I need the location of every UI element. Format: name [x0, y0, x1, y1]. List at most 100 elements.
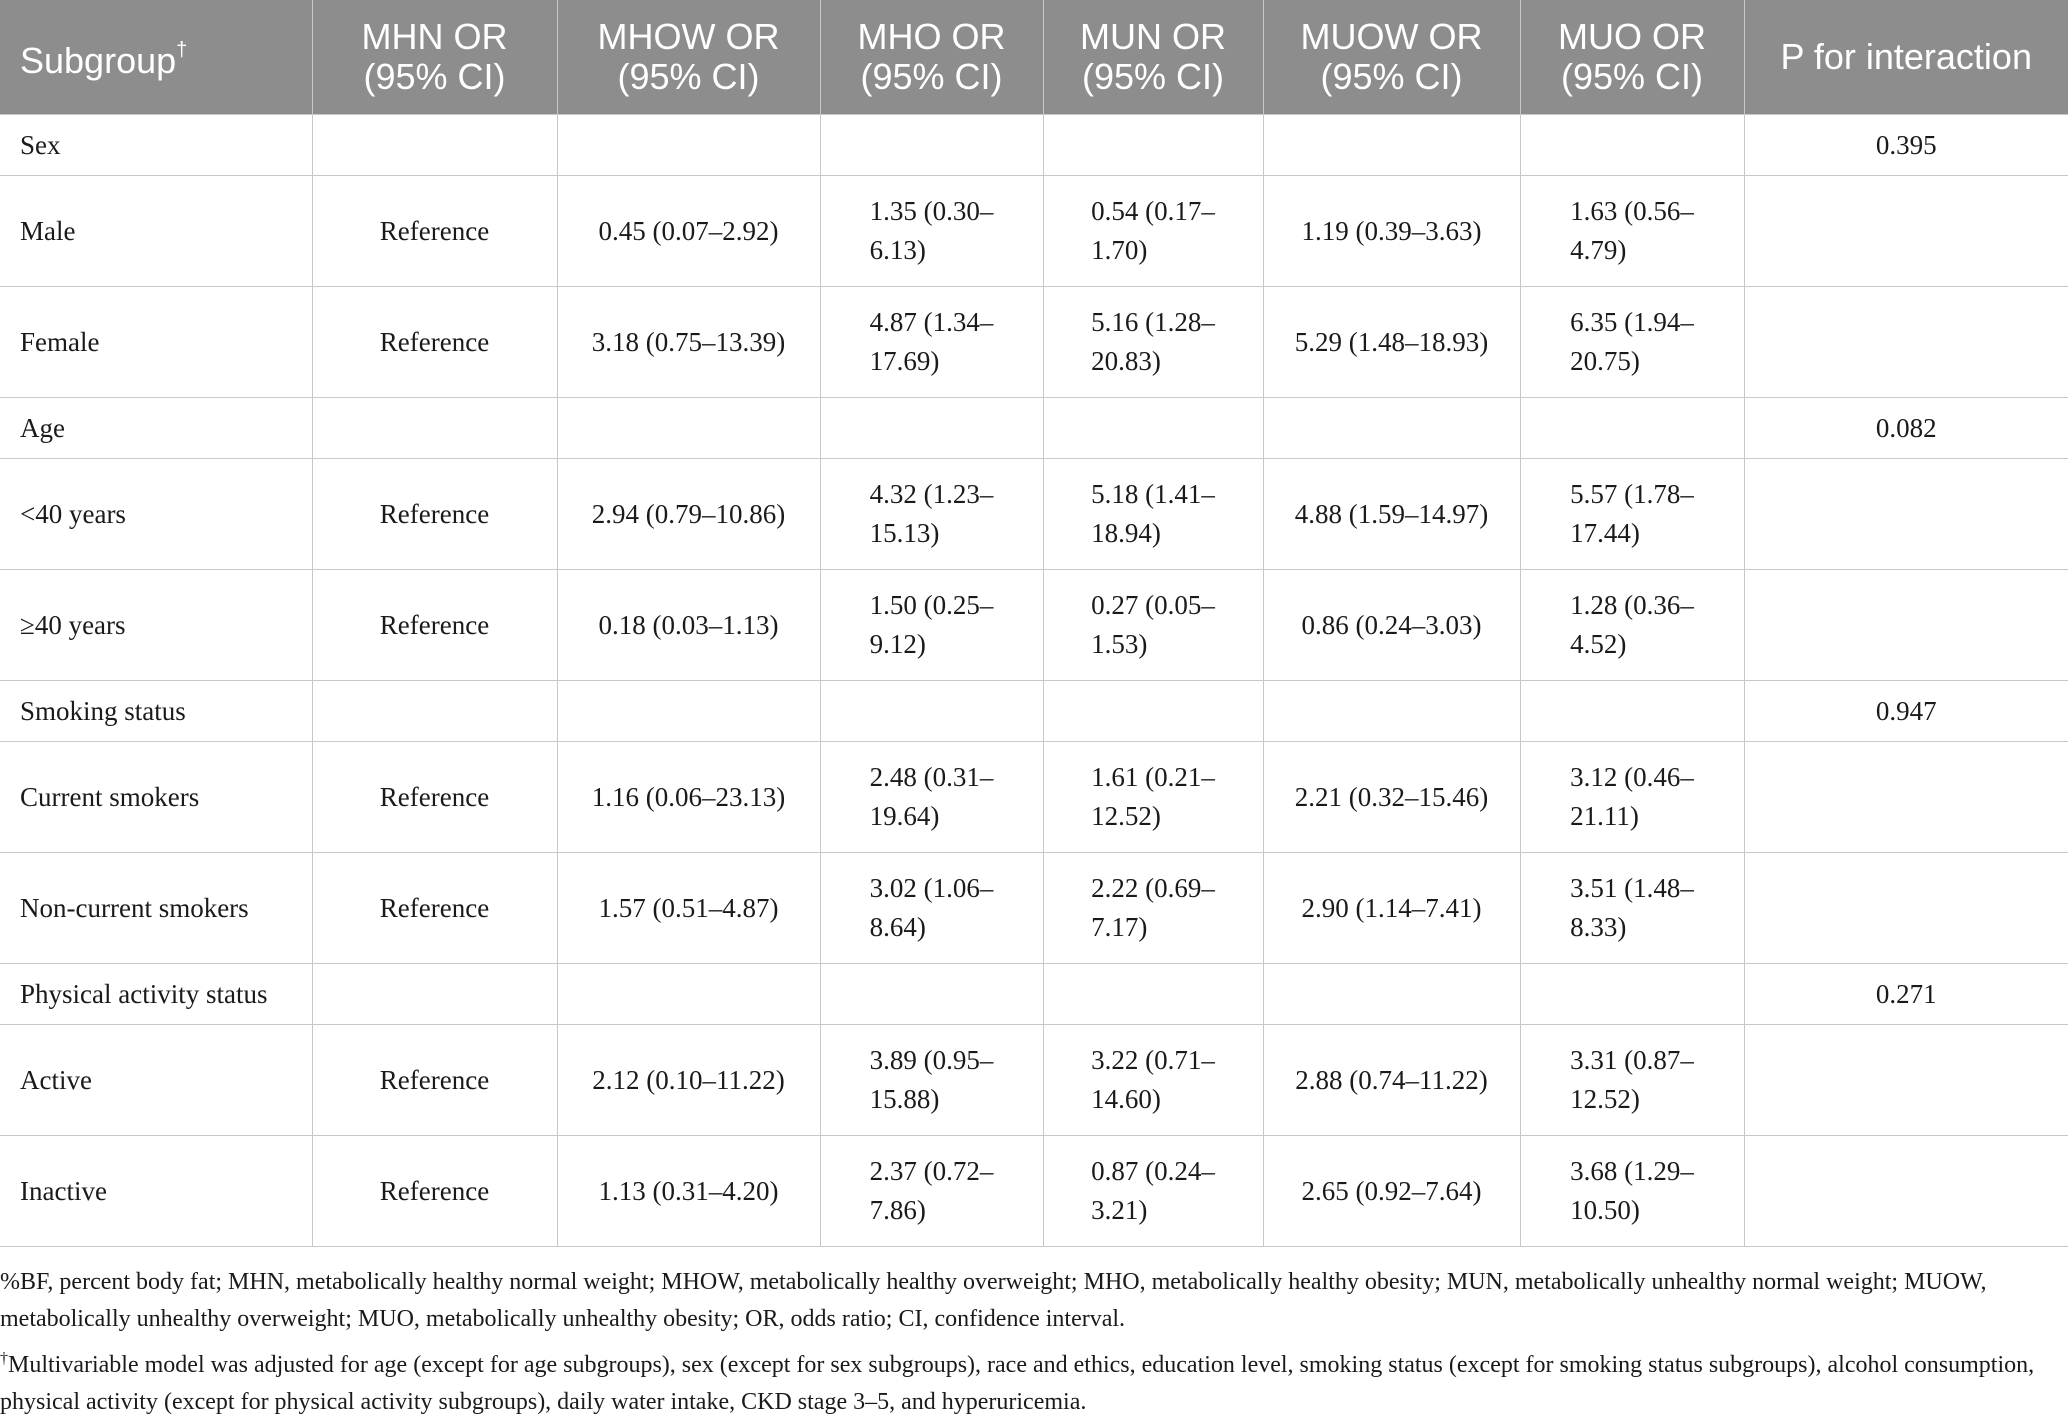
mun-cell: 2.22 (0.69– 7.17) [1042, 852, 1264, 964]
mun-cell: 5.18 (1.41– 18.94) [1042, 458, 1264, 570]
mun-cell: 0.54 (0.17– 1.70) [1042, 175, 1264, 287]
table-row: Male Reference 0.45 (0.07–2.92) 1.35 (0.30–… [0, 175, 2068, 287]
muow-cell: 0.86 (0.24–3.03) [1262, 569, 1521, 681]
subgroup-label: Non-current smokers [0, 852, 313, 964]
footnote-mark: † [0, 1350, 8, 1367]
empty-cell [311, 680, 558, 742]
header-subgroup-mark: † [176, 38, 188, 61]
muo-cell: 3.31 (0.87– 12.52) [1519, 1024, 1745, 1136]
empty-cell [311, 114, 558, 176]
p-interaction-value: 0.271 [1743, 963, 2068, 1025]
subgroup-label: Inactive [0, 1135, 313, 1247]
p-interaction-cell [1743, 175, 2068, 287]
table-container: Subgroup† MHN OR (95% CI) MHOW OR (95% C… [0, 0, 2068, 1247]
table-row: Non-current smokers Reference 1.57 (0.51–4… [0, 852, 2068, 964]
mun-cell: 0.87 (0.24– 3.21) [1042, 1135, 1264, 1247]
mun-value: 2.22 (0.69– 7.17) [1091, 873, 1215, 942]
mhn-cell: Reference [311, 175, 558, 287]
mun-value: 5.18 (1.41– 18.94) [1091, 479, 1215, 548]
muo-value: 6.35 (1.94– 20.75) [1570, 307, 1694, 376]
mun-cell: 0.27 (0.05– 1.53) [1042, 569, 1264, 681]
header-muo: MUO OR (95% CI) [1519, 0, 1745, 115]
muow-cell: 2.90 (1.14–7.41) [1262, 852, 1521, 964]
mho-cell: 3.89 (0.95– 15.88) [819, 1024, 1044, 1136]
empty-cell [556, 680, 821, 742]
empty-cell [819, 963, 1044, 1025]
mho-value: 2.37 (0.72– 7.86) [869, 1156, 994, 1225]
subgroup-label: Current smokers [0, 741, 313, 853]
p-interaction-cell [1743, 569, 2068, 681]
empty-cell [311, 963, 558, 1025]
subgroup-label: Female [0, 286, 313, 398]
mun-value: 0.27 (0.05– 1.53) [1091, 590, 1215, 659]
mho-cell: 4.87 (1.34– 17.69) [819, 286, 1044, 398]
header-row: Subgroup† MHN OR (95% CI) MHOW OR (95% C… [0, 0, 2068, 115]
p-interaction-cell [1743, 458, 2068, 570]
footnote-model-text: Multivariable model was adjusted for age… [0, 1352, 2035, 1415]
p-interaction-value: 0.082 [1743, 397, 2068, 459]
empty-cell [1262, 680, 1521, 742]
table-row: Female Reference 3.18 (0.75–13.39) 4.87 (1.… [0, 286, 2068, 398]
mhow-cell: 2.12 (0.10–11.22) [556, 1024, 821, 1136]
empty-cell [1262, 114, 1521, 176]
muow-cell: 2.21 (0.32–15.46) [1262, 741, 1521, 853]
mho-value: 4.32 (1.23– 15.13) [869, 479, 994, 548]
muo-value: 3.68 (1.29– 10.50) [1570, 1156, 1694, 1225]
mho-cell: 1.35 (0.30– 6.13) [819, 175, 1044, 287]
muo-cell: 3.51 (1.48– 8.33) [1519, 852, 1745, 964]
empty-cell [1042, 114, 1264, 176]
muo-value: 3.12 (0.46– 21.11) [1570, 762, 1694, 831]
mho-cell: 1.50 (0.25– 9.12) [819, 569, 1044, 681]
p-interaction-cell [1743, 852, 2068, 964]
mun-cell: 3.22 (0.71– 14.60) [1042, 1024, 1264, 1136]
header-mhn: MHN OR (95% CI) [311, 0, 558, 115]
mho-value: 1.35 (0.30– 6.13) [869, 196, 994, 265]
empty-cell [1519, 680, 1745, 742]
empty-cell [1262, 963, 1521, 1025]
table-body: Sex 0.395 Male Reference 0.45 (0.07–2.92) 1.3… [0, 114, 2068, 1247]
mho-value: 3.89 (0.95– 15.88) [869, 1045, 994, 1114]
mho-cell: 3.02 (1.06– 8.64) [819, 852, 1044, 964]
mhow-cell: 1.16 (0.06–23.13) [556, 741, 821, 853]
empty-cell [1042, 680, 1264, 742]
mho-value: 1.50 (0.25– 9.12) [869, 590, 994, 659]
muo-value: 3.51 (1.48– 8.33) [1570, 873, 1694, 942]
mhn-cell: Reference [311, 569, 558, 681]
footnote-model: †Multivariable model was adjusted for ag… [0, 1340, 2052, 1421]
muo-value: 1.28 (0.36– 4.52) [1570, 590, 1694, 659]
muo-cell: 3.12 (0.46– 21.11) [1519, 741, 1745, 853]
mhn-cell: Reference [311, 458, 558, 570]
empty-cell [1262, 397, 1521, 459]
subgroup-label: <40 years [0, 458, 313, 570]
mho-cell: 2.48 (0.31– 19.64) [819, 741, 1044, 853]
muo-cell: 1.63 (0.56– 4.79) [1519, 175, 1745, 287]
muow-cell: 5.29 (1.48–18.93) [1262, 286, 1521, 398]
empty-cell [1519, 963, 1745, 1025]
p-interaction-value: 0.395 [1743, 114, 2068, 176]
mho-cell: 2.37 (0.72– 7.86) [819, 1135, 1044, 1247]
category-row: Sex 0.395 [0, 114, 2068, 176]
muo-value: 1.63 (0.56– 4.79) [1570, 196, 1694, 265]
muow-cell: 2.65 (0.92–7.64) [1262, 1135, 1521, 1247]
muow-cell: 2.88 (0.74–11.22) [1262, 1024, 1521, 1136]
muo-cell: 6.35 (1.94– 20.75) [1519, 286, 1745, 398]
category-row: Smoking status 0.947 [0, 680, 2068, 742]
mun-value: 3.22 (0.71– 14.60) [1091, 1045, 1215, 1114]
category-label: Smoking status [0, 680, 313, 742]
muo-cell: 1.28 (0.36– 4.52) [1519, 569, 1745, 681]
empty-cell [1519, 114, 1745, 176]
mhow-cell: 3.18 (0.75–13.39) [556, 286, 821, 398]
empty-cell [556, 114, 821, 176]
empty-cell [819, 680, 1044, 742]
mun-value: 0.54 (0.17– 1.70) [1091, 196, 1215, 265]
mhow-cell: 1.57 (0.51–4.87) [556, 852, 821, 964]
mhn-cell: Reference [311, 1024, 558, 1136]
empty-cell [819, 114, 1044, 176]
category-label: Sex [0, 114, 313, 176]
subgroup-label: Active [0, 1024, 313, 1136]
mun-value: 5.16 (1.28– 20.83) [1091, 307, 1215, 376]
mun-cell: 5.16 (1.28– 20.83) [1042, 286, 1264, 398]
subgroup-label: ≥40 years [0, 569, 313, 681]
p-interaction-cell [1743, 1024, 2068, 1136]
mhow-cell: 0.18 (0.03–1.13) [556, 569, 821, 681]
